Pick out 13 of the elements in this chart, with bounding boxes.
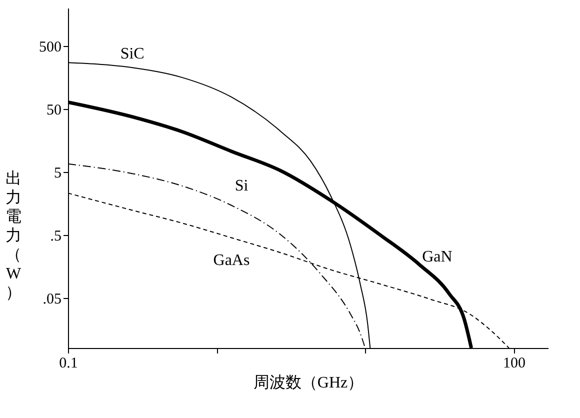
x-tick-label: 0.1 [59, 356, 78, 372]
y-tick-label: 500 [39, 39, 62, 56]
series-label: GaAs [213, 252, 250, 269]
y-axis-title: 出力電力（W） [6, 170, 22, 302]
series-label: GaN [422, 248, 453, 266]
series-label: SiC [120, 46, 144, 63]
y-tick-label: 50 [46, 102, 62, 118]
y-tick-label: .5 [50, 228, 62, 244]
y-tick-label: .05 [42, 291, 62, 308]
x-axis-title: 周波数（GHz） [253, 374, 364, 392]
y-tick-label: 5 [54, 165, 62, 182]
series-label: Si [234, 177, 249, 194]
x-tick-label: 100 [503, 356, 526, 372]
